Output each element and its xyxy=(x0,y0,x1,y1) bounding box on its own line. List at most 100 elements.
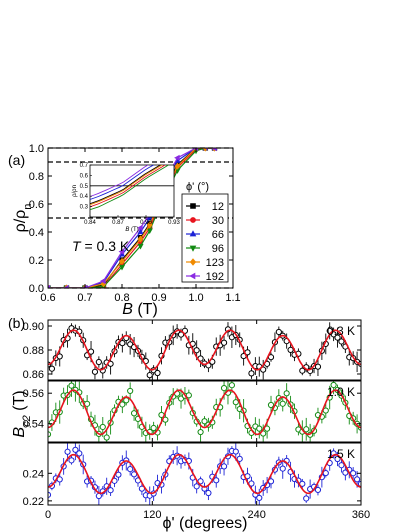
panel-b-data-point xyxy=(48,365,56,372)
panel-b-data-point xyxy=(283,390,290,397)
panel-b-temperature-label: 1.0 K xyxy=(327,385,355,399)
panel-a-data-point xyxy=(137,224,143,231)
panel-b-data-point xyxy=(228,382,235,389)
panel-a-data-point xyxy=(146,221,153,229)
panel-a-series-line xyxy=(48,148,215,288)
panel-a-legend-title: ϕ' (°) xyxy=(186,181,209,193)
panel-b-data-point xyxy=(232,399,239,406)
panel-b-data-point xyxy=(146,372,153,379)
panel-b-temperature-label: 1.5 K xyxy=(327,447,355,461)
panel-b-ytick-label: 0.56 xyxy=(23,388,44,400)
panel-a-annotation: T = 0.3 K xyxy=(72,238,130,254)
panel-b-data-point xyxy=(220,385,228,392)
panel-a-inset-frame xyxy=(89,164,175,218)
panel-b-data-point xyxy=(334,334,341,341)
panel-b-data-point xyxy=(338,338,345,345)
panel-b-data-point xyxy=(314,363,322,370)
panel-a-ytick-label: 0.4 xyxy=(29,227,44,239)
panel-b-data-point xyxy=(279,400,286,407)
panel-a-inset-series-line xyxy=(90,165,149,198)
panel-a-legend-label: 192 xyxy=(206,271,224,283)
panel-b-data-point xyxy=(68,457,75,464)
panel-b-data-point xyxy=(248,370,255,377)
panel-a-xtick-label: 1.1 xyxy=(225,292,240,304)
panel-b-data-point xyxy=(150,424,157,432)
panel-b-subplot-content xyxy=(48,322,361,380)
panel-a-legend-marker xyxy=(190,203,196,209)
panel-b-data-point xyxy=(275,328,282,336)
panel-b-xtick-label: 0 xyxy=(45,509,51,521)
panel-b-ytick-label: 0.24 xyxy=(23,468,44,480)
panel-b-data-point xyxy=(256,494,263,502)
panel-b-data-point xyxy=(123,397,130,404)
panel-a-inset-xtick-label: 0.90 xyxy=(140,220,152,226)
panel-b-data-point xyxy=(260,366,267,373)
panel-b-plot: 0.86 0.88 0.90 0.3 K 0.54 0.56 1.0 K 0.22 0.24 1.… xyxy=(23,319,370,521)
panel-a-inset-series-line xyxy=(90,165,162,205)
panel-a-data-point xyxy=(118,248,125,255)
panel-b-data-point xyxy=(201,418,208,425)
panel-a-legend-label: 66 xyxy=(212,229,224,241)
panel-b-data-point xyxy=(338,462,345,469)
panel-b-fit-curve xyxy=(48,389,361,436)
panel-b-data-point xyxy=(64,448,71,455)
panel-a-ytick-label: 1.0 xyxy=(29,143,44,155)
panel-a-data-point xyxy=(146,228,153,235)
panel-a-xtick-label: 0.6 xyxy=(40,292,55,304)
panel-b-data-point xyxy=(72,446,79,453)
panel-b-data-point xyxy=(334,455,341,463)
panel-b-data-point xyxy=(95,492,102,500)
panel-a-inset-xtick-label: 0.84 xyxy=(84,220,96,226)
panel-b-data-point xyxy=(99,423,106,431)
panel-b-data-point xyxy=(220,339,228,346)
panel-b-data-point xyxy=(130,471,138,478)
panel-b-data-point xyxy=(119,340,126,347)
panel-a-data-point xyxy=(211,148,217,152)
panel-a-xtick-label: 1.0 xyxy=(188,292,203,304)
panel-a-data-point xyxy=(174,162,181,170)
panel-a-series-line xyxy=(48,148,215,288)
panel-a-legend-marker xyxy=(190,217,196,223)
panel-a-plot: 0.6 0.7 0.8 0.9 1.0 1.1 0.0 0.2 0.4 0.6 0.8 1.0 T = … xyxy=(29,143,241,304)
panel-b-data-point xyxy=(103,434,110,441)
panel-b-data-point xyxy=(115,471,122,478)
panel-a-ylabel: ρ/ρn xyxy=(12,204,34,233)
panel-b-data-point xyxy=(127,466,134,473)
panel-b-xtick-label: 360 xyxy=(352,509,370,521)
panel-a-data-point xyxy=(174,154,180,161)
panel-b-data-point xyxy=(185,392,192,399)
panel-b-fit-curve xyxy=(48,329,361,371)
panel-b-ytick-label: 0.90 xyxy=(23,321,44,333)
panel-a-legend: ϕ' (°)12 30 66 96 123 192 xyxy=(181,181,229,283)
panel-a-ytick-label: 0.2 xyxy=(29,255,44,267)
panel-a-legend-box xyxy=(181,193,229,283)
panel-b-data-point xyxy=(220,463,228,470)
panel-b-xlabel: ϕ' (degrees) xyxy=(163,515,248,532)
panel-b-data-point xyxy=(353,476,361,483)
panel-b-data-point xyxy=(303,495,310,502)
panel-b-label: (b) xyxy=(8,315,25,331)
panel-b-data-point xyxy=(68,382,75,389)
panel-a-data-point xyxy=(100,277,106,285)
panel-b-data-point xyxy=(213,477,220,484)
panel-a-inset-series-line xyxy=(90,165,166,208)
panel-a-data-point xyxy=(137,243,144,250)
panel-a-data-point xyxy=(137,228,144,235)
panel-a-inset-ytick-label: 0.4 xyxy=(80,194,89,200)
panel-a-inset-ytick-label: 0.6 xyxy=(80,173,89,179)
panel-a-ytick-label: 0.6 xyxy=(29,199,44,211)
panel-a-ytick-label: 0.0 xyxy=(29,283,44,295)
panel-b-data-point xyxy=(197,428,204,436)
panel-b-data-point xyxy=(330,381,337,389)
panel-b-data-point xyxy=(119,401,126,408)
panel-a-inset-series-line xyxy=(90,165,164,206)
panel-b-data-point xyxy=(232,448,239,455)
panel-a-inset-lines xyxy=(90,165,174,211)
panel-b-data-point xyxy=(127,387,134,395)
panel-b-data-point xyxy=(279,465,286,472)
panel-a-xtick-label: 0.7 xyxy=(77,292,92,304)
panel-a-inset-ytick-label: 0.3 xyxy=(80,205,89,211)
panel-b-data-point xyxy=(177,331,185,338)
panel-a-xlabel: B (T) xyxy=(122,301,158,318)
panel-b-data-point xyxy=(287,346,294,354)
